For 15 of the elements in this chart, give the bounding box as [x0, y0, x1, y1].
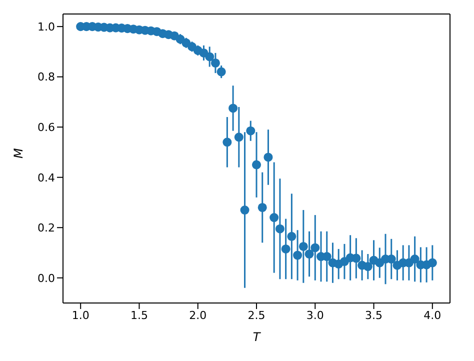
y-axis-title: M — [11, 148, 26, 158]
x-tick-label: 3.5 — [365, 308, 383, 322]
y-tick-label: 0.8 — [38, 70, 55, 84]
x-tick-label: 1.5 — [130, 308, 148, 322]
y-tick-label: 0.4 — [38, 171, 55, 184]
y-tick-label: 0.2 — [38, 222, 55, 235]
x-tick-label: 4.0 — [424, 308, 442, 322]
x-tick-label: 2.0 — [189, 308, 207, 322]
x-axis-title: T — [252, 330, 262, 344]
x-tick-label: 3.0 — [306, 308, 324, 322]
x-tick-label: 1.0 — [72, 308, 90, 322]
y-tick-label: 1.0 — [38, 20, 55, 34]
x-tick-label: 2.5 — [248, 308, 266, 322]
y-tick-label: 0.6 — [38, 120, 55, 134]
y-tick-label: 0.0 — [38, 272, 55, 285]
